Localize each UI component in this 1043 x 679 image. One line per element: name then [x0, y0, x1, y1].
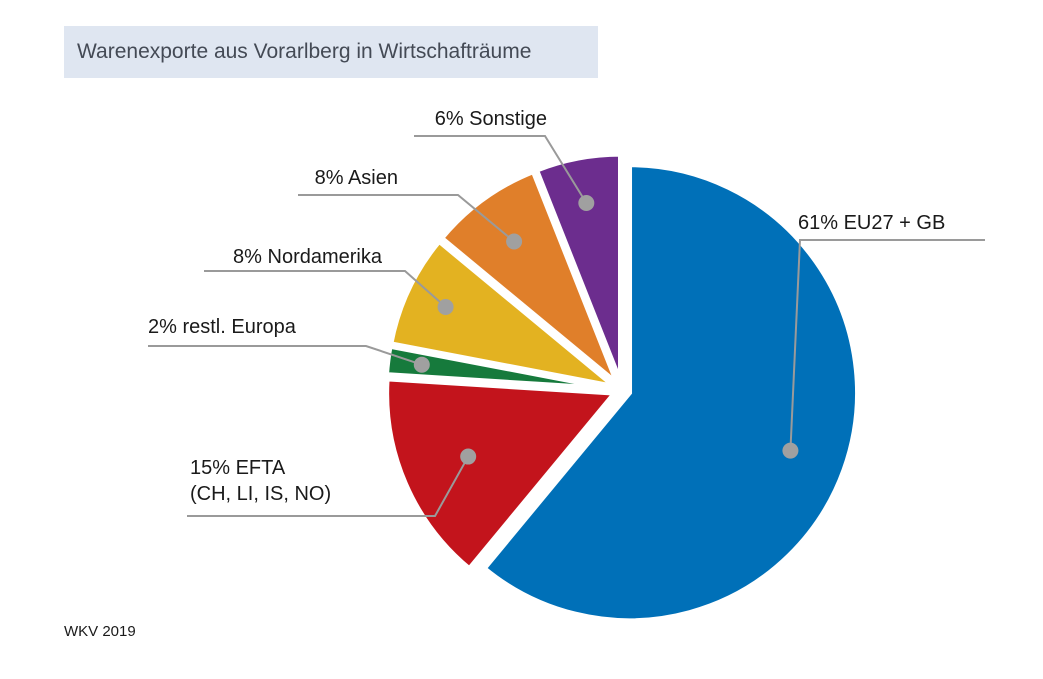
chart-title: Warenexporte aus Vorarlberg in Wirtschaf…: [77, 40, 532, 63]
leader-dot: [437, 298, 454, 315]
slice-label: (CH, LI, IS, NO): [190, 483, 331, 505]
leader-dot: [506, 233, 523, 250]
slice-label: 15% EFTA: [190, 457, 286, 479]
slice-label: 8% Asien: [315, 167, 398, 189]
leader-dot: [413, 356, 430, 373]
leader-line: [414, 135, 588, 204]
leader-dot: [460, 448, 477, 465]
slice-label: 6% Sonstige: [435, 108, 547, 130]
leader-dot: [782, 442, 799, 459]
leader-line: [789, 239, 985, 451]
pie-slice-asien: [438, 168, 620, 386]
pie-slice-eu27-gb: [480, 162, 860, 624]
chart-title-box: Warenexporte aus Vorarlberg in Wirtschaf…: [64, 26, 598, 78]
pie-slice-efta-ch-li-is-no: [384, 376, 620, 573]
slice-label: 8% Nordamerika: [233, 246, 383, 268]
slice-label: 61% EU27 + GB: [798, 212, 945, 234]
pie-slice-sonstige: [533, 151, 624, 384]
leader-line: [187, 456, 470, 517]
slice-label: 2% restl. Europa: [148, 316, 297, 338]
leader-line: [204, 270, 447, 308]
leader-line: [298, 194, 515, 243]
leader-line: [148, 345, 423, 366]
pie-slice-restl-europa: [383, 343, 615, 392]
source-note: WKV 2019: [64, 623, 136, 640]
leader-dot: [578, 194, 595, 211]
pie-slice-nordamerika: [387, 237, 617, 390]
